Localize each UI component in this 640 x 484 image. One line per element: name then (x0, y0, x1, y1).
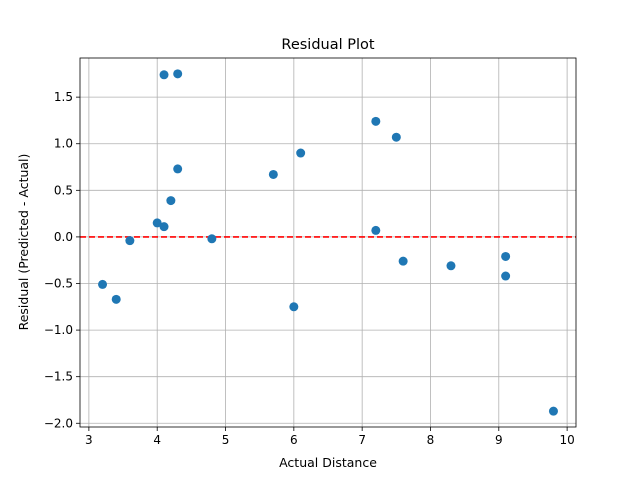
chart-title: Residual Plot (281, 37, 374, 53)
x-tick-label: 10 (559, 433, 574, 447)
data-point (398, 256, 408, 266)
data-point (371, 116, 381, 126)
plot-area-border (79, 57, 577, 428)
x-tick-label: 6 (290, 433, 298, 447)
data-point (173, 69, 183, 79)
y-tick-label: −0.5 (44, 277, 73, 291)
x-tick-label: 4 (153, 433, 161, 447)
y-tick-label: −2.0 (44, 416, 73, 430)
x-tick-label: 9 (495, 433, 503, 447)
data-point (548, 406, 558, 416)
data-point (152, 218, 162, 228)
data-point (159, 222, 169, 232)
y-tick-label: −1.5 (44, 370, 73, 384)
x-tick-label: 7 (358, 433, 366, 447)
y-axis-label: Residual (Predicted - Actual) (16, 154, 31, 331)
data-point (446, 261, 456, 271)
y-axis-ticks: −2.0 −1.5 −1.0 −0.5 0.0 0.5 1.0 1.5 (44, 90, 80, 430)
x-axis-ticks: 3 4 5 6 7 8 9 10 (85, 427, 575, 447)
data-point (501, 251, 511, 261)
y-tick-label: 0.5 (54, 183, 73, 197)
data-point (289, 302, 299, 312)
data-point (371, 225, 381, 235)
data-point (268, 169, 278, 179)
data-point (173, 164, 183, 174)
x-tick-label: 8 (427, 433, 435, 447)
data-point (391, 132, 401, 142)
data-point (159, 70, 169, 80)
data-point (98, 279, 108, 289)
data-point (125, 236, 135, 246)
data-point (166, 196, 176, 206)
x-tick-label: 3 (85, 433, 93, 447)
data-points (98, 69, 558, 416)
data-point (207, 234, 217, 244)
data-point (296, 148, 306, 158)
x-tick-label: 5 (222, 433, 230, 447)
y-tick-label: 0.0 (54, 230, 73, 244)
axes-frame (79, 57, 577, 428)
x-axis-label: Actual Distance (279, 455, 377, 470)
data-point (111, 294, 121, 304)
y-tick-label: 1.5 (54, 90, 73, 104)
data-point (501, 271, 511, 281)
y-tick-label: 1.0 (54, 137, 73, 151)
y-tick-label: −1.0 (44, 323, 73, 337)
